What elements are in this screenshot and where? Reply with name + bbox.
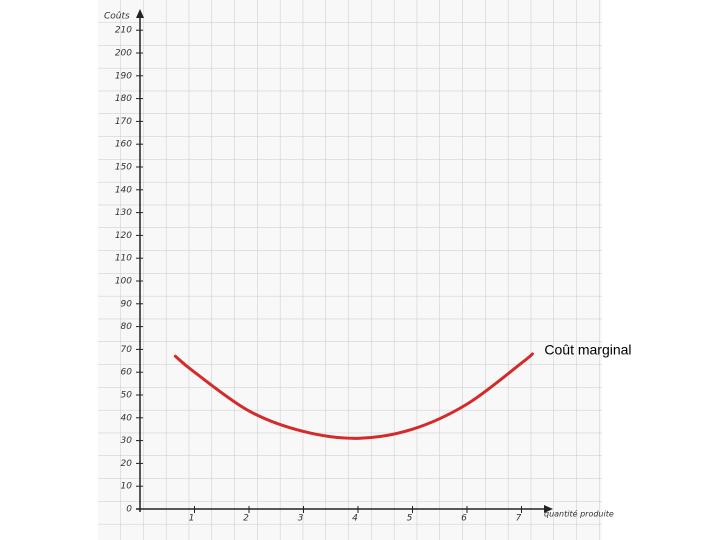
y-tick-label: 160 <box>115 140 132 150</box>
y-tick-label: 50 <box>121 391 133 401</box>
y-tick-label: 210 <box>115 26 132 36</box>
y-tick-label: 10 <box>121 482 133 492</box>
x-tick-label: 4 <box>352 514 358 524</box>
y-tick-label: 180 <box>115 94 132 104</box>
y-tick-label: 20 <box>121 459 133 469</box>
y-tick-label: 100 <box>115 277 132 287</box>
x-tick-label: 6 <box>461 514 467 524</box>
y-tick-label: 200 <box>115 49 132 59</box>
y-tick-label: 60 <box>121 368 133 378</box>
y-tick-label: 170 <box>115 117 132 127</box>
y-axis-label: Coûts <box>104 11 130 22</box>
x-arrow <box>544 505 553 513</box>
y-tick-label: 90 <box>121 299 133 309</box>
y-tick-label: 70 <box>121 345 133 355</box>
graph-grid <box>98 0 602 540</box>
y-tick-label: 120 <box>115 231 132 241</box>
y-tick-label: 130 <box>115 208 132 218</box>
y-tick-label: 30 <box>121 436 133 446</box>
y-tick-label: 110 <box>115 254 132 264</box>
y-tick-label: 190 <box>115 71 132 81</box>
x-tick-label: 5 <box>407 514 413 524</box>
line-series <box>173 352 534 440</box>
legend-label: Coût marginal <box>544 342 631 358</box>
y-tick-label: 140 <box>115 185 132 195</box>
x-tick-label: 1 <box>189 514 195 524</box>
x-tick-label: 2 <box>243 514 249 524</box>
y-arrow <box>136 9 144 18</box>
y-tick-label: 80 <box>121 322 133 332</box>
y-tick-label: 150 <box>115 163 132 173</box>
x-tick-label: 7 <box>516 514 522 524</box>
y-tick-label: 40 <box>121 413 133 423</box>
y-tick-label: 0 <box>126 505 132 515</box>
x-tick-label: 3 <box>298 514 304 524</box>
x-axis-label: quantité produite <box>544 509 614 519</box>
